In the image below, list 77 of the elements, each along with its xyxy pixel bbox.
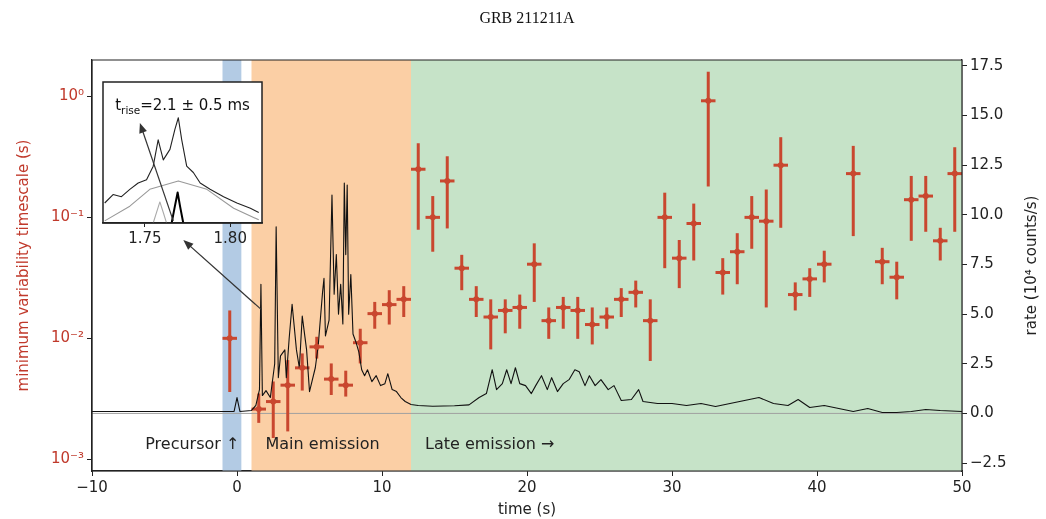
point xyxy=(618,296,625,303)
point xyxy=(821,261,828,268)
point xyxy=(429,214,436,221)
y2-tick-label: 0.0 xyxy=(970,403,994,422)
x-tick-label: 40 xyxy=(807,477,827,496)
point xyxy=(531,261,538,268)
y-tick-label: 10⁻² xyxy=(50,328,84,347)
y-tick-label: 10⁻³ xyxy=(50,449,84,468)
y2-tick-label: −2.5 xyxy=(970,452,1007,471)
y2-tick-label: 17.5 xyxy=(970,55,1004,74)
point xyxy=(777,162,784,169)
point xyxy=(284,382,291,389)
point xyxy=(951,170,958,177)
point xyxy=(502,307,509,314)
point xyxy=(763,218,770,225)
point xyxy=(806,275,813,282)
y-tick-label: 10⁰ xyxy=(58,86,84,105)
x-tick-label: 1.80 xyxy=(213,228,247,247)
point xyxy=(386,301,393,308)
point xyxy=(371,310,378,317)
point xyxy=(226,335,233,342)
y2-tick-label: 5.0 xyxy=(970,304,994,323)
point xyxy=(458,265,465,272)
point xyxy=(893,274,900,281)
y2-axis-title: rate (10⁴ counts/s) xyxy=(1021,195,1040,336)
x-tick-label: 0 xyxy=(232,477,242,496)
point xyxy=(589,321,596,328)
point xyxy=(647,317,654,324)
point xyxy=(792,291,799,298)
point xyxy=(473,296,480,303)
point xyxy=(255,406,262,413)
point xyxy=(560,304,567,311)
point xyxy=(922,193,929,200)
band-label: Precursor ↑ xyxy=(145,434,240,454)
band-label: Late emission → xyxy=(425,434,555,454)
y-axis-title: minimum variability timescale (s) xyxy=(13,139,32,392)
y2-tick-label: 15.0 xyxy=(970,105,1004,124)
point xyxy=(705,97,712,104)
band-label: Main emission xyxy=(265,434,380,454)
point xyxy=(850,170,857,177)
point xyxy=(748,214,755,221)
x-tick-label: −10 xyxy=(76,477,108,496)
y2-tick-label: 7.5 xyxy=(970,254,994,273)
point xyxy=(400,296,407,303)
point xyxy=(357,339,364,346)
point xyxy=(270,398,277,405)
point xyxy=(487,314,494,321)
x-tick-label: 1.75 xyxy=(128,228,162,247)
y2-tick-label: 10.0 xyxy=(970,204,1004,223)
point xyxy=(879,258,886,265)
point xyxy=(676,255,683,262)
y2-tick-label: 2.5 xyxy=(970,353,994,372)
point xyxy=(342,382,349,389)
point xyxy=(661,214,668,221)
point xyxy=(299,364,306,371)
y2-tick-label: 12.5 xyxy=(970,155,1004,174)
point xyxy=(603,314,610,321)
y-tick-label: 10⁻¹ xyxy=(50,207,84,226)
chart-title: GRB 211211A xyxy=(479,9,576,27)
point xyxy=(415,166,422,173)
x-axis-title: time (s) xyxy=(497,499,557,518)
point xyxy=(313,343,320,350)
x-tick-label: 50 xyxy=(952,477,972,496)
x-tick-label: 30 xyxy=(662,477,682,496)
point xyxy=(734,248,741,255)
point xyxy=(516,304,523,311)
point xyxy=(937,237,944,244)
point xyxy=(545,317,552,324)
point xyxy=(328,376,335,383)
x-tick-label: 20 xyxy=(517,477,537,496)
point xyxy=(444,177,451,184)
x-tick-label: 10 xyxy=(372,477,392,496)
point xyxy=(632,289,639,296)
point xyxy=(574,307,581,314)
point xyxy=(908,196,915,203)
point xyxy=(690,220,697,227)
point xyxy=(719,269,726,276)
